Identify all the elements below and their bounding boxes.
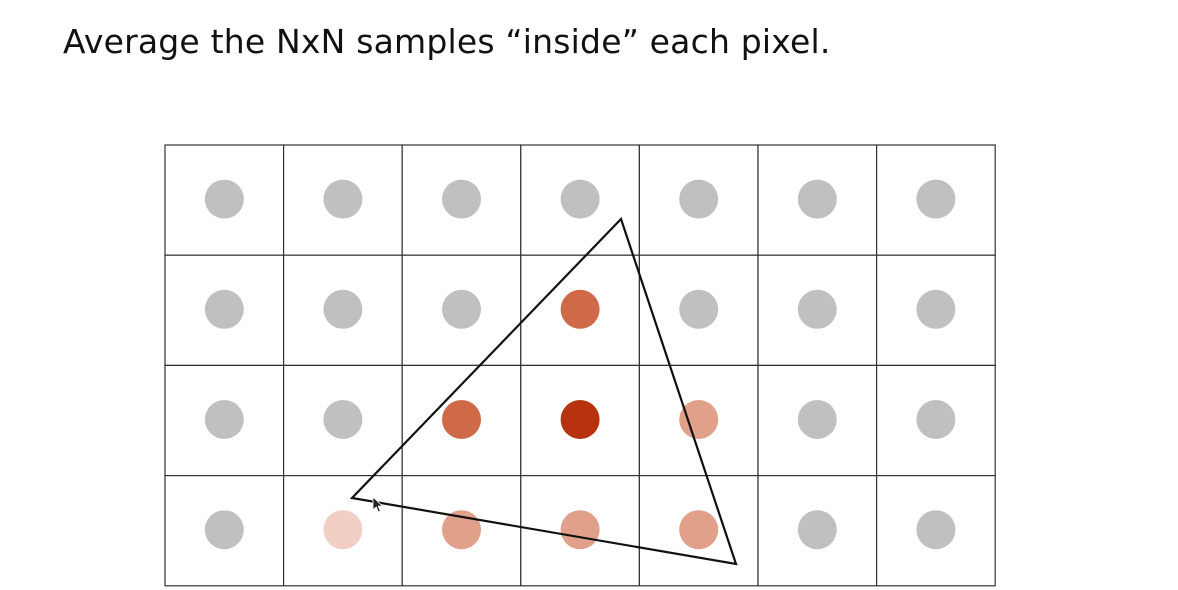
sample-dot	[204, 400, 244, 439]
sample-dot	[916, 289, 956, 329]
covered-sample-dot	[442, 400, 481, 439]
sample-dot	[916, 179, 956, 219]
sample-dot	[560, 179, 600, 219]
mouse-cursor-icon	[372, 496, 384, 513]
sample-dot	[323, 179, 363, 219]
sample-dot	[797, 289, 837, 329]
sample-dot	[679, 289, 719, 329]
covered-sample-dot	[679, 510, 719, 550]
pixel-samples	[204, 179, 956, 550]
sample-dot	[204, 289, 244, 329]
sample-dot	[797, 510, 837, 550]
slide-title: Average the NxN samples “inside” each pi…	[63, 22, 831, 61]
triangle-outline	[349, 216, 738, 566]
covered-sample-dot	[679, 400, 719, 439]
pixel-cells	[164, 144, 996, 587]
covered-sample-dot	[442, 510, 481, 550]
sample-dot	[797, 179, 837, 219]
sample-dot	[323, 289, 363, 329]
sample-dot	[442, 179, 481, 219]
covered-sample-dot	[323, 510, 363, 550]
sample-dot	[679, 179, 719, 219]
covered-sample-dot	[560, 400, 600, 439]
sample-dot	[916, 400, 956, 439]
covered-sample-dot	[560, 289, 600, 329]
covered-sample-dot	[560, 510, 600, 550]
sample-dot	[204, 179, 244, 219]
sample-dot	[323, 400, 363, 439]
sample-dot	[204, 510, 244, 550]
sample-dot	[442, 289, 481, 329]
sample-dot	[797, 400, 837, 439]
sample-dot	[916, 510, 956, 550]
